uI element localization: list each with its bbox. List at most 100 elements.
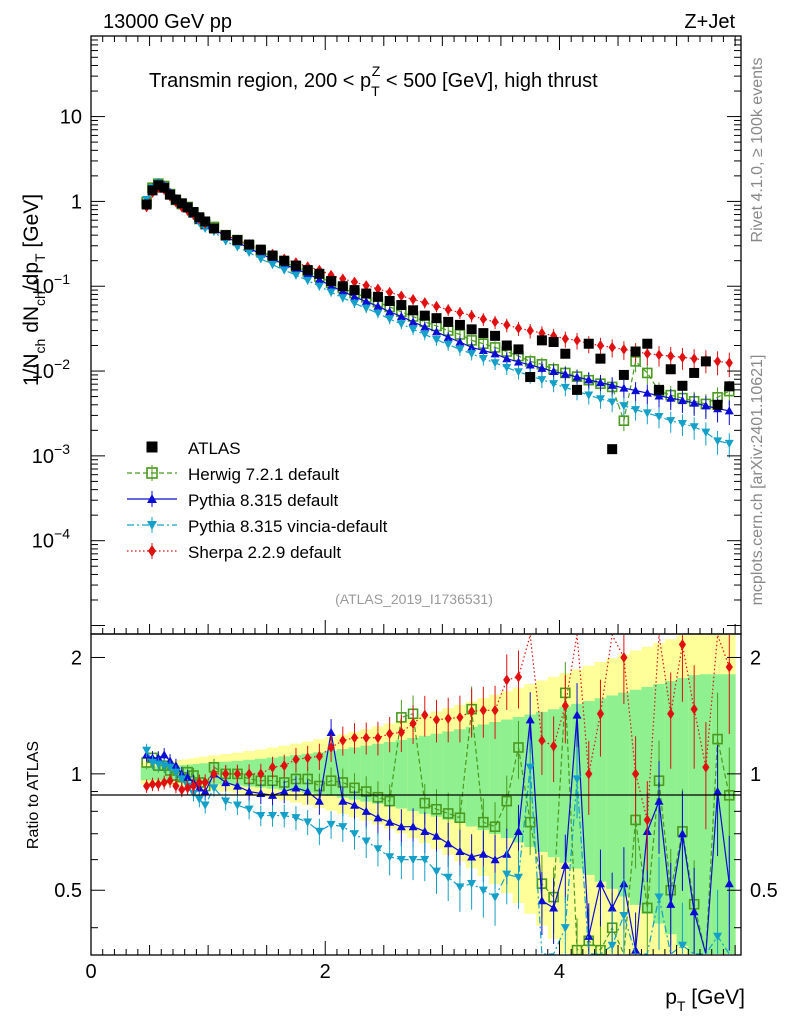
legend-label: Pythia 8.315 default: [188, 491, 339, 510]
inner-band: [688, 675, 701, 954]
ratio-point: [350, 800, 360, 809]
legend-entry-herwig-7-2-1-default: Herwig 7.2.1 default: [127, 465, 339, 484]
ratio-point: [442, 808, 454, 819]
ratio-point: [195, 777, 203, 788]
y-tick-base: 1: [71, 191, 82, 213]
ratio-point: [712, 733, 723, 745]
ratio-point: [338, 823, 348, 832]
data-point: [232, 243, 242, 252]
inner-band: [594, 698, 607, 882]
ratio-point: [502, 870, 512, 879]
ratio-point: [501, 795, 513, 807]
data-point: [466, 324, 477, 335]
data-point: [537, 363, 547, 372]
ratio-point: [607, 941, 617, 950]
ratio-point: [666, 899, 676, 908]
x-tick-label: 4: [554, 961, 565, 983]
ratio-point: [189, 780, 198, 792]
data-point: [268, 260, 278, 270]
data-point: [350, 292, 360, 301]
data-point: [443, 332, 453, 341]
ratio-point: [572, 775, 582, 784]
data-point: [349, 285, 360, 296]
data-point: [502, 354, 512, 363]
ratio-point: [537, 896, 547, 905]
x-label-sub: T: [677, 998, 686, 1014]
ratio-point: [654, 893, 664, 902]
ratio-point: [244, 787, 254, 796]
inner-band: [465, 726, 478, 827]
y-axis-label: 1/Nch dNch/dpT [GeV]: [20, 194, 48, 386]
data-point: [724, 381, 735, 392]
ratio-point: [454, 812, 466, 824]
ratio-tick-label-left: 1: [71, 764, 82, 786]
data-point: [666, 417, 676, 426]
ratio-point: [643, 814, 651, 826]
data-point: [350, 299, 360, 308]
data-point: [159, 182, 170, 193]
ratio-point: [489, 821, 501, 832]
ratio-point: [350, 830, 360, 839]
ratio-point: [431, 867, 441, 876]
data-point: [595, 353, 606, 364]
inner-band: [372, 743, 385, 804]
data-point: [560, 348, 571, 359]
ratio-point: [159, 750, 169, 759]
data-point: [631, 406, 641, 415]
y-label-b-sub: ch: [32, 291, 48, 306]
data-point: [724, 439, 734, 448]
data-point: [455, 345, 465, 354]
ratio-point: [372, 791, 384, 803]
ratio-point: [245, 768, 253, 780]
ratio-point: [550, 740, 558, 752]
data-point: [642, 409, 652, 418]
data-point: [595, 378, 605, 387]
y-tick-base: 10: [60, 107, 82, 129]
legend-marker: [148, 545, 156, 557]
data-point: [536, 335, 547, 346]
ratio-tick-label-right: 2: [750, 647, 761, 669]
ratio-line: [146, 633, 730, 821]
data-point: [419, 310, 430, 321]
y-tick-exp: −2: [54, 356, 70, 372]
ratio-point: [549, 903, 559, 912]
data-point: [549, 380, 559, 389]
ratio-point: [584, 931, 594, 940]
ratio-point: [279, 811, 289, 821]
data-point: [642, 338, 653, 349]
data-point: [409, 293, 417, 305]
ratio-point: [631, 768, 640, 780]
data-point: [537, 376, 547, 385]
data-point: [478, 345, 488, 355]
data-point: [690, 353, 698, 365]
ratio-point: [513, 873, 523, 882]
data-point: [182, 202, 193, 213]
data-point: [314, 282, 324, 291]
data-point: [350, 276, 359, 288]
data-point: [583, 338, 594, 349]
data-point: [220, 230, 231, 241]
ratio-point: [160, 777, 168, 788]
data-point: [153, 180, 164, 191]
data-point: [188, 207, 199, 218]
legend-entry-pythia-8-315-vincia-default: Pythia 8.315 vincia-default: [127, 517, 388, 536]
ratio-point: [631, 945, 641, 954]
data-point: [431, 335, 441, 345]
ratio-point: [677, 941, 687, 950]
data-point: [631, 385, 641, 395]
ratio-point: [420, 856, 430, 865]
ratio-point: [421, 709, 429, 721]
data-point: [194, 212, 205, 223]
ratio-point: [165, 763, 175, 772]
ratio-point: [431, 803, 442, 815]
data-point: [431, 327, 441, 336]
ratio-layer: [141, 633, 735, 957]
ratio-point: [513, 742, 524, 753]
data-point: [339, 273, 347, 285]
data-point: [170, 194, 181, 205]
inner-band: [454, 729, 467, 824]
ratio-point: [325, 775, 337, 787]
ratio-point: [210, 768, 218, 780]
ratio-point: [397, 727, 405, 738]
ratio-point: [233, 768, 241, 780]
